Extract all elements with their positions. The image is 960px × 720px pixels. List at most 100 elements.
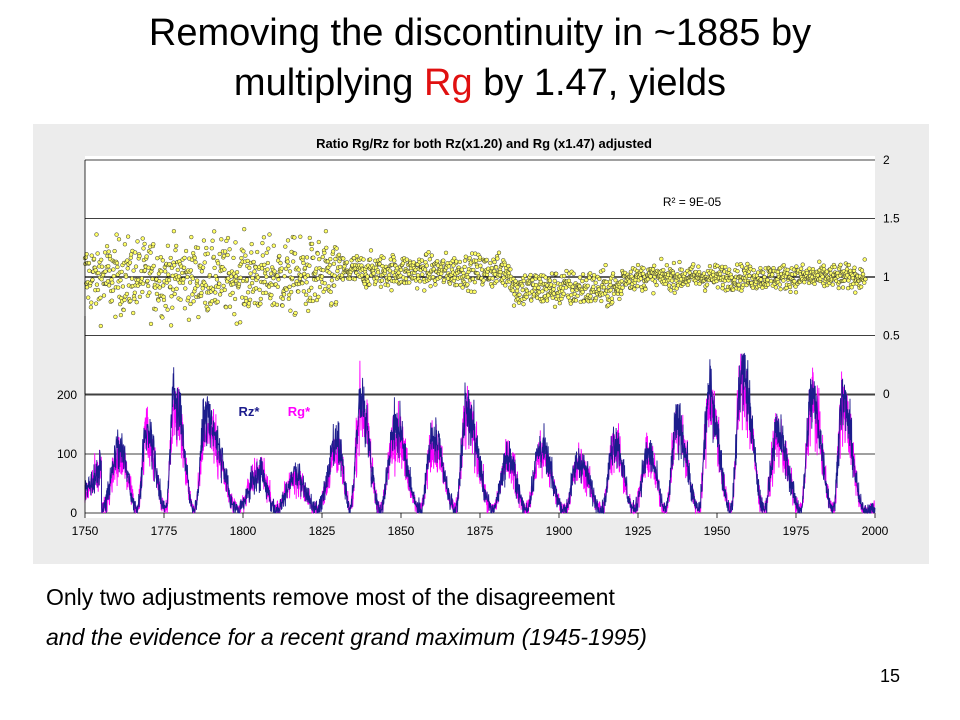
ratio-point xyxy=(202,300,208,305)
ratio-point xyxy=(842,278,847,283)
ratio-point xyxy=(188,301,193,307)
sunspot-y-tick-label: 100 xyxy=(57,447,77,461)
ratio-point xyxy=(785,271,790,276)
ratio-point xyxy=(751,268,756,273)
ratio-point xyxy=(494,265,499,270)
ratio-point xyxy=(135,239,140,244)
ratio-point xyxy=(309,247,314,252)
ratio-point xyxy=(103,269,108,274)
ratio-point xyxy=(371,271,376,276)
ratio-point xyxy=(190,276,195,281)
ratio-point xyxy=(259,266,265,271)
ratio-point xyxy=(240,278,246,284)
ratio-point xyxy=(286,263,291,269)
ratio-point xyxy=(102,250,108,255)
ratio-point xyxy=(862,257,867,262)
ratio-point xyxy=(777,282,782,287)
ratio-point xyxy=(320,254,325,260)
ratio-point xyxy=(467,255,472,261)
ratio-point xyxy=(275,284,280,289)
ratio-point xyxy=(169,265,175,271)
ratio-point xyxy=(682,271,688,276)
ratio-point xyxy=(262,279,267,284)
ratio-point xyxy=(802,280,807,285)
ratio-point xyxy=(427,257,432,262)
ratio-point xyxy=(231,255,236,261)
ratio-point xyxy=(426,250,431,255)
ratio-point xyxy=(328,289,333,295)
ratio-point xyxy=(549,271,555,276)
ratio-point xyxy=(543,275,548,280)
ratio-point xyxy=(396,270,401,275)
ratio-point xyxy=(619,291,624,297)
ratio-point xyxy=(119,269,124,275)
ratio-point xyxy=(568,301,573,306)
ratio-point xyxy=(794,264,799,269)
ratio-point xyxy=(668,288,673,293)
ratio-point xyxy=(457,259,463,265)
ratio-point xyxy=(129,252,134,257)
ratio-point xyxy=(428,284,433,289)
ratio-point xyxy=(146,283,151,289)
ratio-point xyxy=(181,277,186,282)
ratio-point xyxy=(609,296,615,301)
ratio-point xyxy=(192,255,197,261)
ratio-point xyxy=(812,281,817,287)
ratio-point xyxy=(580,289,585,295)
ratio-point xyxy=(114,260,120,266)
ratio-point xyxy=(241,249,246,254)
ratio-point xyxy=(521,302,526,307)
ratio-point xyxy=(635,284,640,289)
ratio-point xyxy=(437,275,443,280)
ratio-point xyxy=(233,274,239,279)
ratio-point xyxy=(691,262,696,267)
ratio-point xyxy=(324,245,329,250)
ratio-point xyxy=(859,284,864,289)
ratio-point xyxy=(87,268,92,273)
ratio-point xyxy=(232,312,237,317)
title-accent-rg: Rg xyxy=(424,62,473,104)
ratio-point xyxy=(770,272,775,277)
ratio-point xyxy=(494,279,499,284)
ratio-point xyxy=(142,268,148,273)
ratio-point xyxy=(317,284,323,290)
ratio-point xyxy=(347,276,352,281)
ratio-point xyxy=(608,282,613,288)
ratio-point xyxy=(232,296,238,302)
ratio-point xyxy=(462,258,468,263)
ratio-point xyxy=(597,276,602,282)
x-tick-label: 1800 xyxy=(230,524,257,538)
ratio-point xyxy=(230,281,236,287)
ratio-point xyxy=(340,277,346,282)
ratio-point xyxy=(334,246,339,251)
ratio-point xyxy=(521,278,526,284)
ratio-point xyxy=(755,270,761,275)
ratio-point xyxy=(447,281,453,286)
ratio-point xyxy=(707,263,713,269)
ratio-point xyxy=(533,282,539,288)
ratio-point xyxy=(213,290,218,295)
ratio-point xyxy=(312,292,318,297)
ratio-point xyxy=(157,285,162,290)
ratio-point xyxy=(773,285,779,290)
ratio-point xyxy=(860,272,866,277)
ratio-point xyxy=(862,280,867,285)
ratio-point xyxy=(513,279,518,284)
ratio-point xyxy=(702,288,708,293)
ratio-point xyxy=(326,284,331,289)
ratio-point xyxy=(528,272,533,278)
ratio-point xyxy=(95,251,100,256)
ratio-point xyxy=(323,286,328,292)
ratio-point xyxy=(301,260,306,266)
ratio-point xyxy=(86,295,91,300)
ratio-point xyxy=(374,275,380,281)
ratio-point xyxy=(641,266,646,271)
ratio-point xyxy=(433,282,438,287)
ratio-point xyxy=(298,234,303,239)
ratio-point xyxy=(154,291,160,297)
ratio-point xyxy=(503,283,508,288)
ratio-point xyxy=(316,294,321,299)
ratio-point xyxy=(484,257,489,263)
ratio-point xyxy=(377,261,382,267)
ratio-point xyxy=(307,235,312,241)
